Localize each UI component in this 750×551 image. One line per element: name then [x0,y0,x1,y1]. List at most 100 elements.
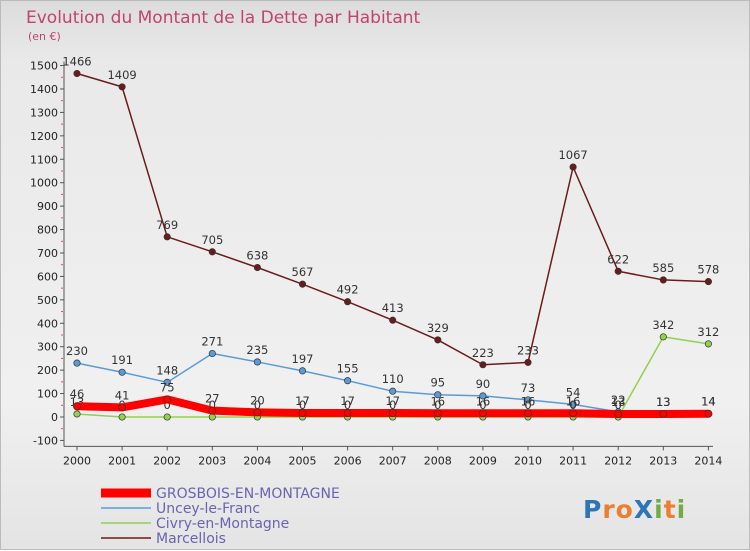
data-label-marcellois: 567 [292,265,314,279]
data-label-marcellois: 578 [697,263,719,277]
data-point-civry [118,413,126,421]
legend-label-marcellois: Marcellois [156,531,226,547]
data-point-marcellois [479,361,487,369]
data-label-marcellois: 622 [607,252,629,266]
data-point-civry [73,410,81,418]
series-layer: 1466 1409 769 705 638 567 492 413 329 223 233 1067 6… [62,55,719,421]
data-label-grosbois: 13 [611,395,626,409]
data-point-uncey [163,378,171,386]
data-label-civry: 0 [479,398,486,412]
data-label-grosbois: 27 [205,392,220,406]
data-point-uncey [298,367,307,375]
x-tick-label: 2004 [243,454,271,467]
data-point-grosbois [659,410,668,418]
data-label-marcellois: 638 [246,249,268,263]
x-tick-label: 2010 [514,454,542,467]
data-label-uncey: 235 [246,343,268,357]
data-label-grosbois: 20 [250,393,265,407]
series-marcellois: 1466 1409 769 705 638 567 492 413 329 223 233 1067 6… [62,55,719,369]
series-grosbois: 46 41 75 27 20 17 17 17 16 16 16 16 13 13 14 [70,380,716,418]
data-label-grosbois: 13 [656,395,671,409]
data-point-uncey [569,400,577,408]
data-label-civry: 0 [164,398,171,412]
data-label-uncey: 90 [476,377,491,391]
data-label-civry: 0 [434,398,441,412]
x-tick-label: 2001 [108,454,136,467]
data-point-grosbois [298,409,307,417]
data-label-civry: 0 [254,398,261,412]
data-label-civry: 0 [524,398,531,412]
y-tick-label: 0 [51,411,58,424]
data-point-marcellois [434,336,442,344]
chart-title: Evolution du Montant de la Dette par Hab… [26,8,421,28]
data-label-marcellois: 585 [652,261,674,275]
data-label-uncey: 271 [201,335,223,349]
data-label-marcellois: 1409 [107,68,136,82]
y-tick-label: 300 [37,341,58,354]
data-label-civry: 312 [697,325,719,339]
y-tick-label: 200 [37,364,58,377]
data-point-uncey [208,349,216,358]
data-label-marcellois: 1466 [62,55,91,69]
y-tick-label: 400 [37,317,58,330]
x-tick-label: 2000 [63,454,91,467]
data-label-uncey: 155 [337,362,359,376]
data-point-grosbois [704,409,713,418]
data-point-grosbois [343,409,352,417]
data-label-civry: 0 [209,398,216,412]
data-point-civry [704,340,712,348]
data-label-marcellois: 705 [201,233,223,247]
data-label-civry: 0 [389,398,396,412]
x-tick-label: 2007 [379,454,407,467]
x-tick-label: 2012 [604,454,632,467]
data-point-marcellois [569,163,577,171]
data-point-marcellois [344,298,352,306]
data-point-uncey [253,358,261,366]
y-tick-label: 1500 [30,60,58,73]
data-label-marcellois: 329 [427,321,449,335]
data-point-grosbois [163,395,172,404]
data-point-marcellois [208,248,216,256]
axes: -100010020030040050060070080090010001100… [30,60,722,468]
data-point-grosbois [433,409,442,418]
data-label-grosbois: 16 [430,394,445,408]
legend: GROSBOIS-EN-MONTAGNEUncey-le-FrancCivry-… [101,486,340,547]
data-point-marcellois [524,358,532,366]
data-point-uncey [524,396,532,404]
data-point-grosbois [118,403,126,412]
data-label-grosbois: 17 [340,394,355,408]
data-point-marcellois [704,278,712,286]
data-label-grosbois: 17 [385,394,400,408]
legend-label-civry: Civry-en-Montagne [156,516,289,532]
y-tick-label: 900 [37,200,58,213]
legend-label-grosbois: GROSBOIS-EN-MONTAGNE [156,486,340,502]
y-tick-label: 1000 [30,177,58,190]
y-tick-label: 1200 [30,130,58,143]
data-point-marcellois [73,69,81,78]
data-point-grosbois [524,409,532,418]
data-point-marcellois [298,280,307,288]
data-label-civry: 0 [344,398,351,412]
data-point-grosbois [479,409,487,418]
data-label-grosbois: 16 [566,394,581,408]
y-tick-label: -100 [33,434,58,447]
data-label-marcellois: 1067 [558,148,587,162]
proxiti-logo: ProXiti [583,495,685,524]
x-tick-label: 2009 [469,454,497,467]
data-point-uncey [73,359,81,367]
data-label-uncey: 22 [611,393,626,407]
data-label-civry: 342 [652,318,674,332]
y-tick-label: 1300 [30,106,58,119]
data-point-grosbois [73,402,81,411]
data-label-uncey: 73 [521,381,536,395]
x-tick-label: 2002 [153,454,181,467]
x-tick-label: 2003 [198,454,226,467]
data-label-civry: 0 [569,398,576,412]
data-point-grosbois [253,408,262,417]
data-point-grosbois [388,409,397,417]
data-label-uncey: 148 [156,363,178,377]
data-label-uncey: 95 [430,376,445,390]
data-label-grosbois: 14 [701,395,716,409]
data-label-marcellois: 223 [472,346,494,360]
